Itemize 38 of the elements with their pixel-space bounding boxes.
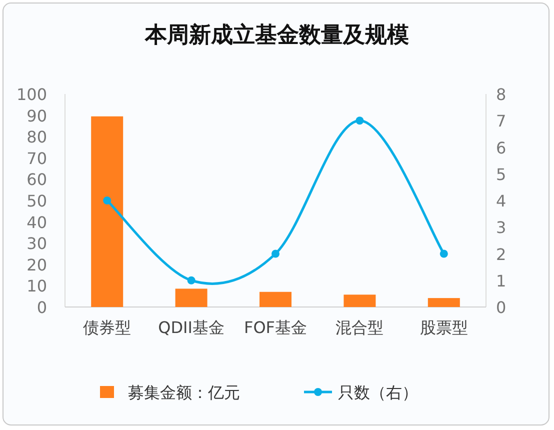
y2-tick-label: 0 xyxy=(496,298,506,317)
y-tick-label: 70 xyxy=(26,148,47,168)
x-tick-label: 债券型 xyxy=(83,318,132,337)
legend-label: 募集金额：亿元 xyxy=(128,383,240,402)
y-tick-label: 10 xyxy=(26,276,47,296)
x-tick-label: 股票型 xyxy=(420,318,468,337)
y2-tick-label: 4 xyxy=(496,192,506,210)
y-tick-label: 90 xyxy=(26,106,47,126)
y-tick-label: 0 xyxy=(36,298,47,317)
bar xyxy=(428,298,460,307)
point xyxy=(356,116,364,125)
y2-tick-label: 5 xyxy=(496,164,506,184)
x-tick-label: QDII基金 xyxy=(158,318,224,337)
x-tick-label: FOF基金 xyxy=(244,318,307,337)
y-tick-label: 100 xyxy=(16,85,47,104)
y2-tick-label: 2 xyxy=(496,244,506,264)
y2-tick-label: 6 xyxy=(496,138,506,158)
y-tick-label: 60 xyxy=(26,170,47,190)
y2-tick-label: 3 xyxy=(496,218,506,238)
y2-tick-label: 1 xyxy=(496,271,506,290)
point xyxy=(272,250,280,258)
y2-tick-label: 8 xyxy=(496,85,506,104)
y-tick-label: 20 xyxy=(26,255,47,274)
y2-tick-label: 7 xyxy=(496,112,506,131)
y-tick-label: 30 xyxy=(26,234,47,254)
bar xyxy=(344,294,376,307)
y-tick-label: 40 xyxy=(26,212,47,232)
bar xyxy=(260,292,292,307)
point xyxy=(187,276,196,284)
point xyxy=(440,250,448,258)
y-tick-label: 80 xyxy=(26,128,47,147)
bar xyxy=(91,116,124,307)
x-tick-label: 混合型 xyxy=(336,318,384,337)
y-tick-label: 50 xyxy=(26,192,47,210)
bar xyxy=(175,288,208,307)
point xyxy=(103,196,112,204)
legend-label: 只数（右） xyxy=(338,383,418,402)
chart-title: 本周新成立基金数量及规模 xyxy=(144,22,409,48)
